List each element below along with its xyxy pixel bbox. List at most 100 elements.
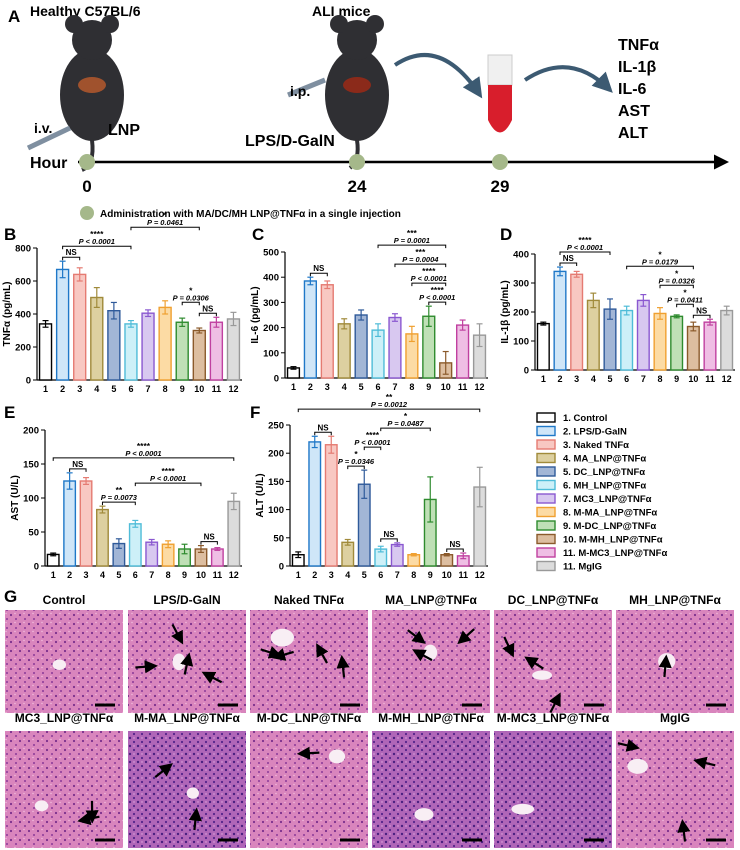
bar — [686, 325, 700, 371]
arrow — [523, 65, 613, 93]
y-tick-label: 0 — [279, 562, 284, 573]
legend-swatch — [536, 452, 556, 464]
error-bar — [165, 540, 172, 549]
y-tick-label: 300 — [513, 279, 529, 290]
arrow — [393, 53, 483, 99]
x-tick-label: 12 — [722, 374, 732, 384]
p-value: P < 0.0001 — [411, 274, 447, 283]
x-tick-label: 1 — [51, 570, 56, 580]
agent-label: LPS/D-GalN — [245, 133, 335, 150]
arrow — [407, 629, 426, 644]
bar — [586, 299, 600, 371]
significance-bracket: P = 0.0346* — [338, 449, 375, 470]
bar — [653, 312, 667, 371]
bar — [337, 323, 351, 379]
error-bar — [361, 469, 368, 499]
agent-label: LNP — [108, 122, 140, 139]
error-bar — [341, 318, 348, 330]
error-bar — [375, 323, 382, 338]
error-bar — [640, 294, 647, 307]
panel-label: G — [4, 587, 17, 606]
significance-stars: **** — [422, 266, 436, 276]
p-value: P = 0.0179 — [642, 257, 679, 266]
significance-stars: **** — [137, 441, 151, 451]
p-value: P = 0.0012 — [371, 400, 408, 409]
y-tick-label: 400 — [15, 310, 31, 321]
p-value: P = 0.0004 — [402, 255, 439, 264]
y-axis-label: ALT (U/L) — [255, 473, 266, 517]
histology-image — [128, 731, 246, 848]
x-tick-label: 9 — [428, 570, 433, 580]
error-bar — [324, 280, 331, 290]
x-tick-label: 12 — [229, 570, 239, 580]
arrow — [296, 746, 320, 760]
y-tick-label: 250 — [268, 421, 284, 432]
significance-bracket: P = 0.0004*** — [394, 247, 447, 268]
tissue — [616, 731, 734, 848]
significance-bracket: P < 0.0001**** — [559, 235, 611, 256]
timepoint-label: 29 — [491, 177, 510, 196]
x-tick-label: 3 — [77, 384, 82, 394]
image-label: M-MH_LNP@TNFα — [378, 711, 484, 725]
panel-label: C — [252, 225, 264, 244]
arrow — [135, 660, 158, 674]
bar — [145, 541, 159, 567]
significance-stars: **** — [162, 466, 176, 476]
blood-tube — [487, 54, 513, 133]
legend-label: 2. LPS/D-GalN — [563, 427, 627, 438]
x-tick-label: 3 — [329, 570, 334, 580]
bar — [388, 316, 402, 379]
x-tick-label: 9 — [426, 382, 431, 392]
error-bar — [83, 477, 90, 485]
significance-stars: ** — [116, 485, 123, 495]
error-bar — [425, 305, 432, 327]
error-bar — [540, 321, 547, 326]
x-tick-label: 7 — [395, 570, 400, 580]
error-bar — [573, 270, 580, 278]
panel-label: A — [8, 7, 20, 26]
x-tick-label: 9 — [182, 570, 187, 580]
y-tick-label: 200 — [513, 308, 529, 319]
bracket-line — [446, 548, 464, 553]
significance-stars: * — [683, 287, 687, 297]
p-value: P = 0.0487 — [387, 419, 424, 428]
readout-label: TNFα — [618, 37, 659, 54]
error-bar — [410, 552, 417, 557]
bracket-line — [626, 265, 694, 270]
image-label: M-MC3_LNP@TNFα — [497, 711, 610, 725]
histology-image — [128, 610, 246, 713]
x-tick-label: 11 — [705, 374, 715, 384]
x-tick-label: 3 — [325, 382, 330, 392]
tissue — [372, 610, 490, 713]
y-tick-label: 200 — [15, 343, 31, 354]
legend-label: 1. Control — [563, 413, 607, 424]
significance-stars: *** — [415, 247, 426, 257]
bar — [620, 309, 634, 371]
significance-bracket: P = 0.0461* — [130, 210, 200, 231]
significance-stars: * — [189, 285, 193, 295]
group-label: Healthy C57BL/6 — [30, 3, 141, 19]
bracket-line — [62, 245, 132, 250]
bracket-line — [411, 282, 447, 287]
readout-label: IL-6 — [618, 81, 647, 98]
legend-label: 6. MH_LNP@TNFα — [563, 481, 646, 492]
error-bar — [179, 317, 186, 327]
p-value: P = 0.0411 — [667, 295, 703, 304]
significance-stars: **** — [431, 285, 445, 295]
legend-swatch — [536, 466, 556, 477]
x-tick-label: 11 — [213, 570, 223, 580]
bar — [341, 541, 355, 567]
bar — [303, 280, 317, 379]
error-bar — [76, 267, 83, 282]
bar — [63, 480, 77, 567]
arrow — [316, 643, 329, 664]
y-axis-label: IL-1β (pg/mL) — [500, 280, 511, 343]
significance-label: NS — [204, 533, 216, 542]
legend-label: 11. M-MC3_LNP@TNFα — [563, 548, 667, 559]
bracket-line — [69, 468, 87, 472]
legend-label: 3. Naked TNFα — [563, 440, 629, 451]
y-tick-label: 100 — [513, 337, 529, 348]
bracket-line — [130, 226, 200, 231]
